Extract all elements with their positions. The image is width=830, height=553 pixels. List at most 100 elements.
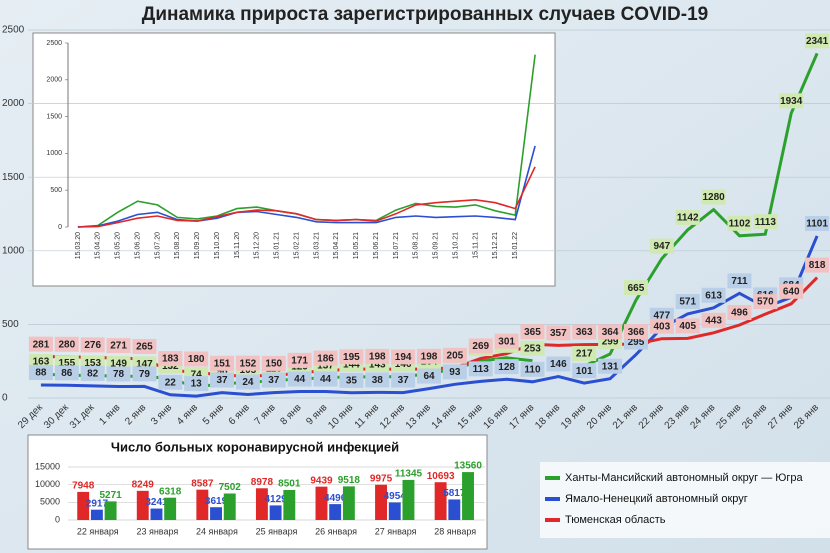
data-label: 183 (162, 354, 179, 365)
y-tick-label: 500 (2, 319, 19, 330)
data-label: 265 (136, 342, 153, 353)
label-box (54, 336, 79, 352)
label-box (106, 338, 131, 354)
y-tick-label: 0 (55, 514, 60, 524)
bar (196, 489, 209, 520)
x-tick-label: 15.11.20 (234, 232, 241, 259)
x-tick-label: 15.06.21 (373, 232, 380, 259)
y-tick-label: 1500 (2, 172, 25, 183)
label-box (701, 189, 726, 205)
bar (136, 490, 149, 520)
data-label: 198 (421, 351, 438, 362)
data-label: 137 (317, 360, 334, 371)
data-label: 8978 (251, 477, 274, 488)
data-label: 151 (214, 358, 231, 369)
data-label: 101 (576, 366, 593, 377)
data-label: 149 (110, 359, 127, 370)
data-label: 9439 (310, 475, 333, 486)
x-tick-label: 15.07.20 (154, 232, 161, 259)
label-box (779, 283, 804, 299)
data-label: 144 (343, 359, 360, 370)
series-line (77, 166, 536, 228)
label-box (572, 346, 597, 362)
data-label: 98 (216, 366, 228, 377)
data-label: 143 (369, 360, 386, 371)
data-label: 1934 (780, 96, 803, 107)
label-box (442, 347, 467, 363)
data-label: 35 (346, 375, 358, 386)
data-label: 947 (653, 241, 670, 252)
x-tick-label: 15.08.21 (413, 232, 420, 259)
data-label: 2341 (806, 36, 829, 47)
bar (210, 507, 222, 520)
data-label: 5271 (99, 490, 122, 501)
x-tick-label: 15.04.21 (333, 232, 340, 259)
label-box (261, 355, 286, 371)
label-box (184, 351, 209, 367)
label-box (210, 355, 235, 371)
bar (388, 502, 401, 520)
x-tick-label: 15.11.21 (472, 232, 479, 259)
label-box (210, 372, 235, 388)
data-label: 8587 (191, 478, 214, 489)
bar (90, 509, 103, 520)
x-tick-label: 15.01.22 (512, 232, 519, 259)
data-label: 217 (576, 349, 593, 360)
data-label: 301 (498, 336, 515, 347)
label-box (701, 312, 726, 328)
data-label: 150 (265, 359, 282, 370)
label-box (158, 351, 183, 367)
y-tick-label: 0 (58, 224, 62, 231)
data-label: 152 (240, 358, 257, 369)
bar (342, 486, 355, 520)
y-tick-label: 0 (2, 393, 8, 404)
data-label: 64 (423, 371, 435, 382)
data-label: 10693 (427, 471, 455, 482)
label-box (727, 273, 752, 289)
bar (329, 504, 342, 520)
y-tick-label: 15000 (35, 461, 60, 471)
data-label: 253 (524, 343, 541, 354)
x-tick-label: 15.07.21 (393, 232, 400, 259)
data-label: 205 (447, 350, 464, 361)
data-label: 570 (757, 297, 774, 308)
x-tick-label: 15.03.20 (75, 232, 82, 259)
label-box (339, 372, 364, 388)
data-label: 37 (216, 375, 228, 386)
data-label: 364 (602, 327, 619, 338)
label-box (675, 209, 700, 225)
x-tick-label: 26 января (315, 526, 357, 536)
label-box (598, 324, 623, 340)
label-box (132, 338, 157, 354)
x-tick-label: 23 января (136, 526, 178, 536)
data-label: 1280 (702, 192, 725, 203)
data-label: 496 (731, 308, 748, 319)
x-tick-label: 15.04.20 (95, 232, 102, 259)
x-tick-label: 15.01.21 (274, 232, 281, 259)
label-box (675, 293, 700, 309)
data-label: 113 (473, 364, 490, 375)
label-box (805, 257, 830, 273)
bar (255, 488, 268, 520)
bar (223, 493, 236, 520)
data-label: 271 (110, 341, 127, 352)
data-label: 38 (372, 375, 384, 386)
label-box (598, 358, 623, 374)
data-label: 7948 (72, 481, 95, 492)
data-label: 711 (731, 276, 748, 287)
bar (434, 482, 447, 520)
data-label: 44 (294, 374, 306, 385)
data-label: 88 (35, 368, 47, 379)
label-box (546, 356, 571, 372)
bar (448, 499, 461, 520)
label-box (132, 366, 157, 382)
data-label: 194 (395, 352, 412, 363)
data-label: 146 (550, 359, 567, 370)
label-box (805, 215, 830, 231)
data-label: 443 (705, 315, 722, 326)
x-tick-label: 15.02.21 (293, 232, 300, 259)
data-label: 4129 (264, 494, 287, 505)
data-label: 155 (58, 358, 75, 369)
bar (269, 505, 282, 520)
data-label: 37 (398, 375, 410, 386)
